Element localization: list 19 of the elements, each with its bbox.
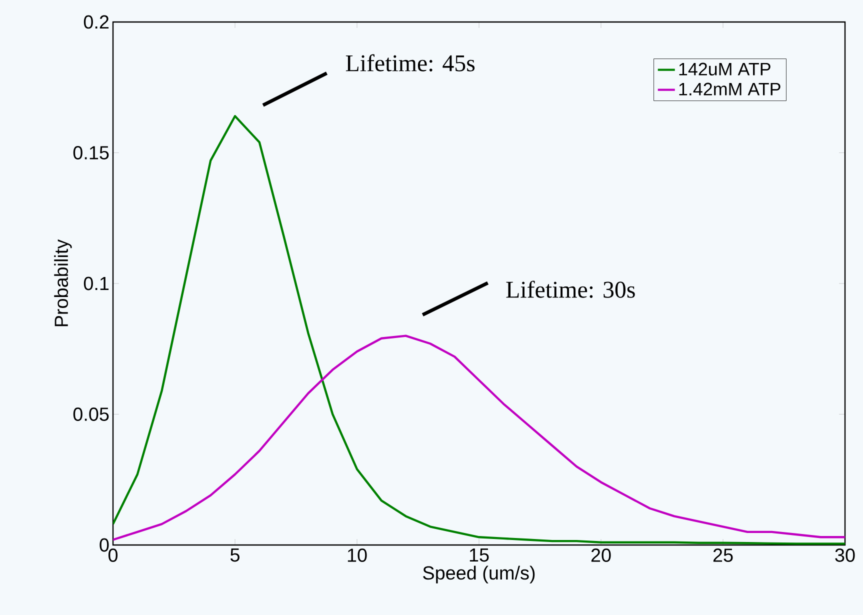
y-tick-label: 0.15: [73, 146, 109, 160]
legend-label: 1.42mM ATP: [679, 82, 780, 96]
line-series: [113, 334, 846, 541]
x-axis-title: Speed (um/s): [423, 566, 535, 584]
annotation: Lifetime: 45s: [346, 54, 475, 72]
x-tick-label: 15: [470, 548, 489, 562]
x-tick-label: 20: [591, 548, 611, 562]
x-tick-label: 10: [348, 548, 367, 562]
x-tick-label: 30: [835, 548, 855, 562]
annotation: Lifetime: 30s: [506, 280, 635, 298]
x-tick-label: 25: [713, 548, 733, 562]
y-tick-label: 0.2: [84, 15, 109, 29]
y-axis-title: Probability: [54, 239, 72, 326]
y-tick-label: 0.1: [84, 276, 109, 290]
y-tick-label: 0: [100, 538, 109, 552]
y-tick-label: 0.05: [73, 408, 109, 421]
x-tick-label: 5: [230, 548, 240, 562]
x-tick-label: 0: [108, 548, 118, 562]
legend-label: 142uM ATP: [679, 62, 770, 76]
